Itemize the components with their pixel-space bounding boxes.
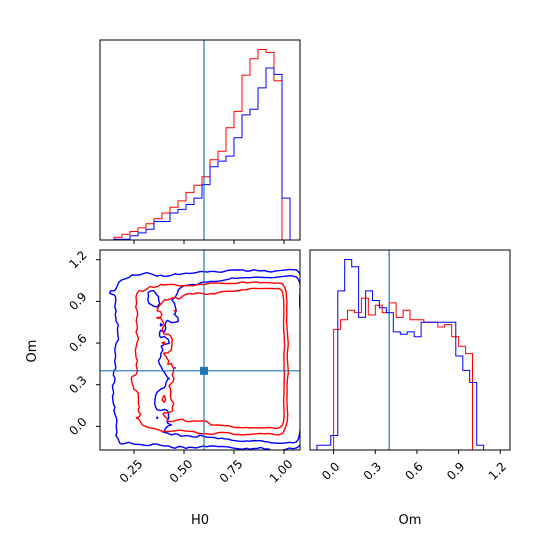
om-y-tick-label: 0.6	[66, 331, 89, 354]
joint-frame	[99, 249, 301, 451]
om-y-tick-label: 0.0	[66, 415, 89, 438]
h0-histogram-series-2	[113, 67, 291, 240]
om-histogram-panel: 0.0 0.3 0.6 0.9 1.2	[309, 249, 511, 483]
h0-histogram-series-1	[113, 49, 283, 240]
h0-x-tick-label: 1.00	[267, 457, 296, 486]
om-x-tick-label: 0.9	[444, 459, 467, 482]
contour-red-level-2	[156, 287, 286, 430]
contour-series	[109, 268, 300, 450]
contour-red-level-1	[130, 281, 290, 436]
x-axis-label-om: Om	[399, 513, 422, 528]
h0-om-contour-panel: 0.25 0.50 0.75 1.00 0.0 0.3 0.6 0.9 1.2	[66, 248, 301, 486]
om-histogram-series-1	[333, 297, 473, 450]
y-axis-label-om: Om	[25, 340, 40, 363]
contour-blue-level-1	[109, 268, 300, 450]
om-x-tick-label: 0.0	[319, 459, 342, 482]
om-x-tick-label: 0.3	[361, 459, 384, 482]
contour-blue-level-2	[147, 275, 300, 444]
om-y-tick-label: 0.9	[66, 290, 89, 313]
h0-histogram-series	[113, 49, 291, 240]
om-y-tick-label: 1.2	[66, 248, 89, 271]
om-histogram-series	[316, 259, 485, 450]
truth-marker	[200, 366, 208, 375]
om-y-tick-label: 0.3	[66, 373, 89, 396]
om-histogram-series-2	[316, 259, 485, 450]
om-x-tick-label: 0.6	[402, 459, 425, 482]
h0-histogram-panel	[99, 39, 301, 244]
om-histogram-frame	[309, 249, 511, 451]
h0-x-tick-label: 0.75	[217, 457, 246, 486]
h0-x-tick-label: 0.25	[117, 457, 146, 486]
h0-histogram-frame	[99, 39, 301, 241]
om-x-tick-label: 1.2	[486, 459, 509, 482]
x-axis-label-h0: H0	[191, 513, 209, 528]
h0-x-tick-label: 0.50	[167, 457, 196, 486]
